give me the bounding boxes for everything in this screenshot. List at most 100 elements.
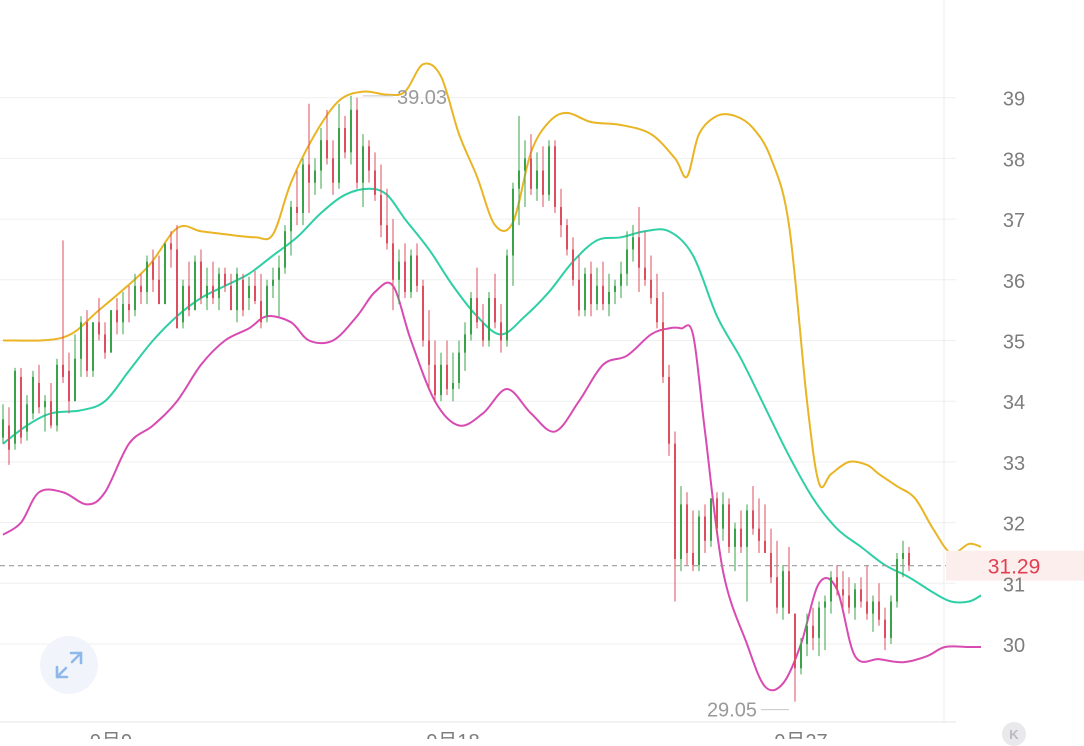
candle-body (236, 273, 238, 311)
candle-body (98, 322, 100, 335)
candle-body (614, 285, 616, 292)
candle-body (344, 128, 346, 153)
candle (188, 261, 190, 317)
candle-body (830, 577, 832, 602)
candle-body (794, 613, 796, 669)
candle (818, 601, 820, 657)
candle (386, 188, 388, 250)
candle-body (392, 243, 394, 280)
candle (392, 219, 394, 311)
candle (122, 291, 124, 335)
candle (344, 115, 346, 159)
candle (320, 128, 322, 189)
candle-body (416, 255, 418, 286)
candle (776, 540, 778, 614)
candle (740, 510, 742, 553)
y-tick-label: 31 (1003, 574, 1025, 596)
candle-body (308, 164, 310, 183)
candle-body (866, 601, 868, 614)
candle (182, 279, 184, 329)
candle (68, 352, 70, 414)
candle (854, 583, 856, 620)
candle-body (806, 625, 808, 644)
candle-body (404, 261, 406, 292)
candle (578, 255, 580, 317)
candle-body (278, 267, 280, 280)
candle (338, 103, 340, 189)
candle-body (482, 322, 484, 341)
candle-body (476, 298, 478, 323)
candle (20, 367, 22, 444)
candle-body (764, 540, 766, 553)
candle-body (272, 279, 274, 286)
candle-body (146, 261, 148, 292)
candle-body (680, 504, 682, 560)
candle (872, 595, 874, 632)
candle (98, 298, 100, 341)
candle (152, 249, 154, 292)
candle (206, 267, 208, 311)
candle-body (200, 261, 202, 299)
candle-body (296, 206, 298, 214)
candle-body (356, 109, 358, 183)
candle-body (122, 304, 124, 323)
candle (680, 486, 682, 572)
candle (458, 340, 460, 390)
candle-body (572, 249, 574, 280)
candle (230, 273, 232, 311)
candle-body (860, 589, 862, 602)
candle (848, 577, 850, 614)
candle-body (656, 298, 658, 323)
candle-body (410, 255, 412, 292)
candle (200, 249, 202, 305)
candle-body (452, 382, 454, 390)
candle-body (92, 322, 94, 371)
candle (842, 571, 844, 608)
candle-body (878, 601, 880, 620)
candle (590, 261, 592, 317)
candle (116, 298, 118, 335)
candle-body (788, 571, 790, 614)
candle-body (152, 261, 154, 280)
candle (416, 243, 418, 292)
candle (644, 231, 646, 286)
candle-body (368, 146, 370, 171)
candle-body (104, 334, 106, 353)
candle-body (908, 552, 910, 566)
candle (464, 322, 466, 371)
k-badge-icon[interactable]: K (1002, 722, 1026, 746)
candle (14, 367, 16, 450)
candle (74, 334, 76, 402)
candle (32, 370, 34, 420)
candle-body (248, 285, 250, 299)
candle (482, 304, 484, 347)
candle-body (536, 170, 538, 189)
middle-band-line (2, 187, 982, 604)
expand-fullscreen-button[interactable] (40, 636, 98, 694)
candle (890, 595, 892, 644)
candle-body (848, 595, 850, 608)
candle-body (434, 364, 436, 396)
candle (62, 240, 64, 383)
candle-body (422, 285, 424, 341)
candle-body (212, 285, 214, 299)
candle-body (854, 589, 856, 608)
candle (836, 565, 838, 596)
candle-body (350, 109, 352, 153)
candle (686, 492, 688, 566)
candle (782, 565, 784, 620)
candle-body (740, 528, 742, 547)
candle-body (512, 188, 514, 256)
y-tick-label: 36 (1003, 271, 1025, 293)
candle (866, 565, 868, 620)
candle (176, 225, 178, 329)
candle-body (182, 285, 184, 323)
candle-body (596, 285, 598, 305)
candle (758, 498, 760, 553)
candle (572, 237, 574, 286)
candle-body (896, 559, 898, 602)
y-tick-label: 32 (1003, 514, 1025, 536)
candle-body (134, 285, 136, 311)
